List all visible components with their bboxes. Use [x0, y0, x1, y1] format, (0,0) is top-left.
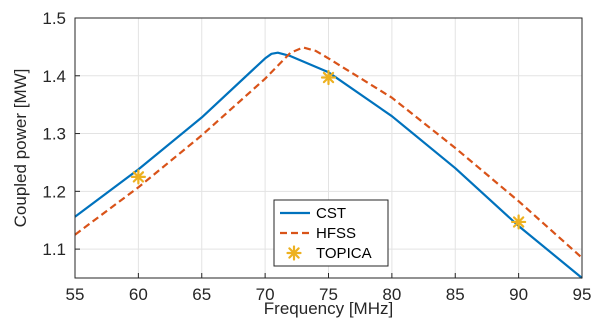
legend-swatch-topica: [286, 245, 302, 261]
data-point-topica: [130, 169, 146, 185]
y-tick-label: 1.1: [42, 240, 66, 259]
x-tick-label: 70: [256, 285, 275, 304]
x-axis-label: Frequency [MHz]: [264, 299, 393, 318]
series-layer: [74, 46, 583, 279]
legend: CST HFSS TOPICA: [273, 199, 389, 267]
x-tick-label: 60: [129, 285, 148, 304]
legend-label-hfss: HFSS: [316, 225, 356, 242]
y-tick-label: 1.4: [42, 67, 66, 86]
y-tick-label: 1.2: [42, 182, 66, 201]
legend-marker-star: [286, 245, 302, 261]
series-line-hfss: [74, 46, 583, 259]
x-tick-label: 95: [573, 285, 592, 304]
data-point-topica: [320, 69, 337, 86]
x-tick-label: 55: [66, 285, 85, 304]
y-axis-label: Coupled power [MW]: [11, 69, 30, 228]
series-line-cst: [74, 51, 583, 279]
x-tick-label: 85: [446, 285, 465, 304]
legend-label-cst: CST: [316, 205, 346, 222]
legend-label-topica: TOPICA: [316, 245, 372, 262]
y-tick-label: 1.5: [42, 9, 66, 28]
x-tick-label: 80: [382, 285, 401, 304]
data-point-topica: [511, 214, 527, 230]
y-tick-label: 1.3: [42, 125, 66, 144]
x-tick-label: 65: [192, 285, 211, 304]
ticks: 55 60 65 70 75 80 85 90 95 1.1 1.2 1.3 1.4 1.5: [42, 9, 591, 304]
x-tick-label: 90: [509, 285, 528, 304]
x-tick-label: 75: [319, 285, 338, 304]
